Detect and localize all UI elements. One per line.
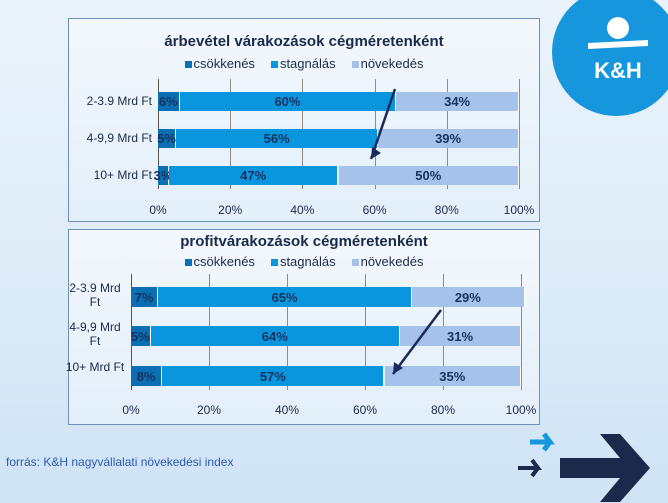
x-tick-label: 100% xyxy=(505,403,537,417)
chart-legend: csökkenés stagnálás növekedés xyxy=(69,254,539,269)
category-label: 2-3.9 Mrd Ft xyxy=(69,281,121,309)
x-tick-label: 60% xyxy=(352,403,378,417)
x-tick-label: 80% xyxy=(434,203,459,217)
source-note: forrás: K&H nagyvállalati növekedési ind… xyxy=(6,455,234,469)
chart-legend: csökkenés stagnálás növekedés xyxy=(69,56,539,71)
category-label: 10+ Mrd Ft xyxy=(65,360,125,374)
x-tick-label: 20% xyxy=(196,403,222,417)
arrows-decoration-icon xyxy=(518,432,650,502)
bar-segment-novekedes: 31% xyxy=(400,326,521,346)
legend-swatch xyxy=(351,259,359,266)
bar-segment-novekedes: 29% xyxy=(411,287,525,307)
kh-logo: K&H xyxy=(552,0,668,116)
bar-segment-novekedes: 39% xyxy=(378,129,519,148)
legend-item: csökkenés xyxy=(184,56,255,71)
x-tick-label: 60% xyxy=(362,203,387,217)
bar-segment-novekedes: 34% xyxy=(396,92,519,111)
legend-item: növekedés xyxy=(351,254,424,269)
bar-segment-stagnalas: 60% xyxy=(179,92,397,111)
legend-label: stagnálás xyxy=(279,56,336,71)
legend-item: növekedés xyxy=(351,56,424,71)
legend-label: növekedés xyxy=(360,56,424,71)
legend-label: csökkenés xyxy=(193,254,255,269)
x-tick-label: 0% xyxy=(149,203,167,217)
bar-segment-novekedes: 50% xyxy=(338,166,519,185)
gridline xyxy=(519,79,520,189)
category-label: 2-3.9 Mrd Ft xyxy=(86,94,152,108)
chart-title: profitvárakozások cégméretenként xyxy=(180,233,428,250)
x-tick-label: 40% xyxy=(290,203,315,217)
x-tick-label: 40% xyxy=(274,403,300,417)
bar-segment-csokkenes: 8% xyxy=(131,366,163,386)
bar-segment-stagnalas: 64% xyxy=(150,326,401,346)
bar-segment-csokkenes: 5% xyxy=(157,129,177,148)
legend-swatch xyxy=(270,259,278,266)
profit-chart-panel: profitvárakozások cégméretenként csökkené… xyxy=(65,229,540,425)
legend-label: csökkenés xyxy=(193,56,255,71)
bar-segment-csokkenes: 3% xyxy=(153,166,173,185)
bar-segment-csokkenes: 6% xyxy=(158,92,180,111)
category-label: 4-9,9 Mrd Ft xyxy=(86,131,152,145)
bar-segment-stagnalas: 65% xyxy=(158,287,412,307)
svg-text:K&H: K&H xyxy=(594,58,642,83)
legend-swatch xyxy=(184,61,192,68)
legend-item: stagnálás xyxy=(270,56,336,71)
x-tick-label: 100% xyxy=(503,203,535,217)
kh-logo-icon: K&H xyxy=(588,17,648,83)
bar-segment-stagnalas: 56% xyxy=(176,129,379,148)
revenue-chart-panel: árbevétel várakozások cégméretenként csök… xyxy=(68,18,540,222)
legend-swatch xyxy=(351,61,359,68)
legend-swatch xyxy=(184,259,192,266)
legend-item: csökkenés xyxy=(184,254,255,269)
legend-swatch xyxy=(270,61,278,68)
legend-item: stagnálás xyxy=(270,254,336,269)
gridline xyxy=(521,274,522,390)
bar-segment-stagnalas: 57% xyxy=(162,366,385,386)
category-label: 4-9,9 Mrd Ft xyxy=(69,320,121,348)
x-tick-label: 80% xyxy=(430,403,456,417)
legend-label: stagnálás xyxy=(279,254,336,269)
bar-segment-csokkenes: 5% xyxy=(131,326,151,346)
category-label: 10+ Mrd Ft xyxy=(93,168,152,182)
x-tick-label: 20% xyxy=(218,203,243,217)
bar-segment-novekedes: 35% xyxy=(384,366,521,386)
bar-segment-csokkenes: 7% xyxy=(131,287,159,307)
chart-title: árbevétel várakozások cégméretenként xyxy=(164,33,444,50)
bar-segment-stagnalas: 47% xyxy=(168,166,339,185)
legend-label: növekedés xyxy=(360,254,424,269)
x-tick-label: 0% xyxy=(122,403,140,417)
